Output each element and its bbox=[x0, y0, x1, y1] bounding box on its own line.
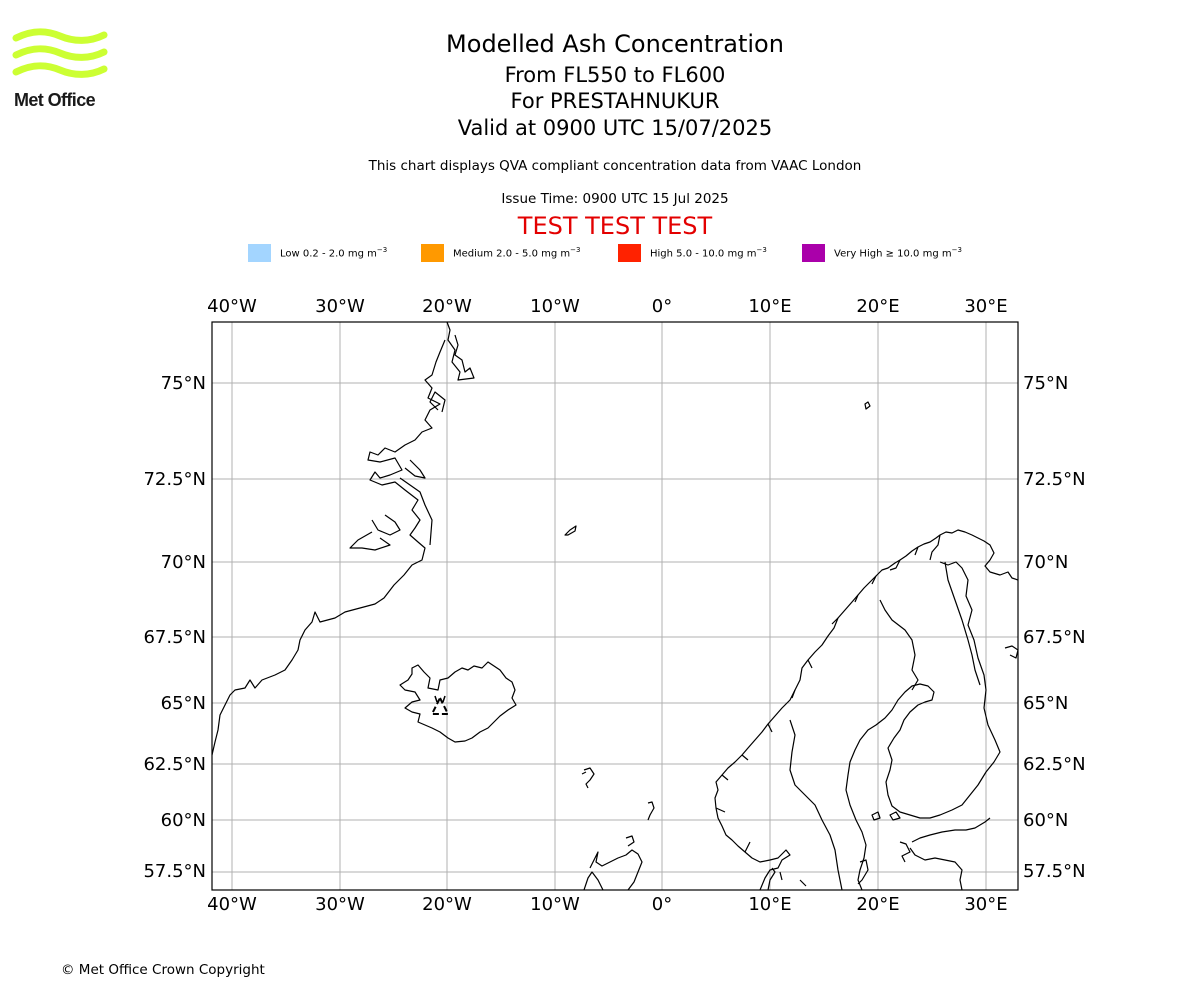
lat-label-right-60n: 60°N bbox=[1023, 810, 1068, 831]
lon-label-bottom-10w: 10°W bbox=[530, 894, 580, 915]
lon-label-top-0: 0° bbox=[652, 296, 672, 317]
legend-exponent: −3 bbox=[570, 246, 581, 255]
legend-label-medium: Medium 2.0 - 5.0 mg m bbox=[453, 248, 571, 260]
lat-label-right-67-5n: 67.5°N bbox=[1023, 627, 1086, 648]
legend-item-high: High 5.0 - 10.0 mg m−3 bbox=[618, 244, 767, 262]
lat-label-left-70n: 70°N bbox=[161, 552, 206, 573]
lon-label-bottom-20w: 20°W bbox=[422, 894, 472, 915]
coastline-aland bbox=[871, 811, 901, 821]
copyright-notice: © Met Office Crown Copyright bbox=[61, 962, 265, 978]
lat-label-left-60n: 60°N bbox=[161, 810, 206, 831]
lat-label-left-75n: 75°N bbox=[161, 373, 206, 394]
coastline-norway-fjords bbox=[715, 534, 941, 853]
met-office-logo: Met Office bbox=[12, 28, 112, 114]
coastline-jan-mayen bbox=[564, 525, 577, 536]
coastline-norway bbox=[714, 529, 1019, 891]
map-frame bbox=[211, 321, 1019, 891]
coastline-gulf-of-bothnia bbox=[845, 561, 1001, 891]
legend-label-high: High 5.0 - 10.0 mg m bbox=[650, 248, 757, 260]
right-latitude-labels: 75°N 72.5°N 70°N 67.5°N 65°N 62.5°N 60°N… bbox=[1023, 373, 1086, 882]
lon-label-top-10w: 10°W bbox=[530, 296, 580, 317]
coastline-denmark bbox=[767, 867, 807, 891]
lat-label-right-57-5n: 57.5°N bbox=[1023, 861, 1086, 882]
legend-swatch-medium bbox=[421, 244, 444, 262]
coastline-scotland bbox=[583, 849, 643, 891]
chart-title: Modelled Ash Concentration bbox=[446, 30, 784, 58]
met-office-logo-waves bbox=[12, 28, 108, 78]
chart-description: This chart displays QVA compliant concen… bbox=[368, 158, 862, 174]
coastline-bear-island bbox=[864, 401, 871, 410]
lat-label-left-62-5n: 62.5°N bbox=[143, 754, 206, 775]
lat-label-left-67-5n: 67.5°N bbox=[143, 627, 206, 648]
lon-label-top-20w: 20°W bbox=[422, 296, 472, 317]
coastline-gotland bbox=[857, 859, 869, 885]
legend-item-very-high: Very High ≥ 10.0 mg m−3 bbox=[802, 244, 962, 262]
coastlines bbox=[211, 321, 1019, 891]
legend-swatch-very-high bbox=[802, 244, 825, 262]
coastline-sweden-norway-border bbox=[789, 599, 919, 891]
volcano-marker-lines bbox=[434, 695, 446, 703]
lon-label-top-10e: 10°E bbox=[748, 296, 791, 317]
legend-swatch-high bbox=[618, 244, 641, 262]
legend-exponent: −3 bbox=[376, 246, 388, 255]
legend-item-low: Low 0.2 - 2.0 mg m−3 bbox=[248, 244, 387, 262]
legend-label-low: Low 0.2 - 2.0 mg m bbox=[280, 248, 377, 260]
lon-label-top-30e: 30°E bbox=[964, 296, 1007, 317]
lat-label-left-72-5n: 72.5°N bbox=[143, 469, 206, 490]
coastline-shetland bbox=[647, 801, 655, 821]
lat-label-left-65n: 65°N bbox=[161, 693, 206, 714]
lon-label-bottom-40w: 40°W bbox=[207, 894, 257, 915]
legend-swatch-low bbox=[248, 244, 271, 262]
lat-label-right-62-5n: 62.5°N bbox=[1023, 754, 1086, 775]
legend-exponent: −3 bbox=[951, 246, 962, 255]
left-latitude-labels: 75°N 72.5°N 70°N 67.5°N 65°N 62.5°N 60°N… bbox=[143, 373, 206, 882]
coastline-russia-edge bbox=[1004, 645, 1019, 659]
coastline-finland-russia-border bbox=[944, 561, 981, 686]
lon-label-top-30w: 30°W bbox=[315, 296, 365, 317]
lon-label-bottom-0: 0° bbox=[652, 894, 672, 915]
met-office-logo-text: Met Office bbox=[14, 90, 96, 110]
valid-time: Valid at 0900 UTC 15/07/2025 bbox=[457, 116, 773, 140]
issue-time: Issue Time: 0900 UTC 15 Jul 2025 bbox=[501, 191, 729, 207]
lon-label-top-40w: 40°W bbox=[207, 296, 257, 317]
lon-label-top-20e: 20°E bbox=[856, 296, 899, 317]
coastline-iceland bbox=[399, 661, 517, 743]
legend-exponent: −3 bbox=[756, 246, 767, 255]
lon-label-bottom-10e: 10°E bbox=[748, 894, 791, 915]
coastline-greenland-fjords bbox=[349, 391, 446, 551]
volcano-marker bbox=[430, 695, 450, 715]
lon-label-bottom-30e: 30°E bbox=[964, 894, 1007, 915]
coastline-greenland bbox=[211, 321, 475, 756]
lat-label-right-70n: 70°N bbox=[1023, 552, 1068, 573]
legend-label-very-high: Very High ≥ 10.0 mg m bbox=[834, 248, 952, 260]
coastline-gulf-of-finland bbox=[899, 817, 991, 891]
lat-label-right-72-5n: 72.5°N bbox=[1023, 469, 1086, 490]
map-gridlines bbox=[212, 322, 1018, 890]
legend-item-medium: Medium 2.0 - 5.0 mg m−3 bbox=[421, 244, 580, 262]
lat-label-left-57-5n: 57.5°N bbox=[143, 861, 206, 882]
lon-label-bottom-30w: 30°W bbox=[315, 894, 365, 915]
lat-label-right-75n: 75°N bbox=[1023, 373, 1068, 394]
coastline-faroe-islands bbox=[581, 767, 595, 789]
coastline-orkney bbox=[625, 835, 635, 847]
bottom-longitude-labels: 40°W 30°W 20°W 10°W 0° 10°E 20°E 30°E bbox=[207, 894, 1007, 915]
lat-label-right-65n: 65°N bbox=[1023, 693, 1068, 714]
top-longitude-labels: 40°W 30°W 20°W 10°W 0° 10°E 20°E 30°E bbox=[207, 296, 1007, 317]
flight-level-range: From FL550 to FL600 bbox=[504, 63, 726, 87]
lon-label-bottom-20e: 20°E bbox=[856, 894, 899, 915]
volcano-name: For PRESTAHNUKUR bbox=[510, 89, 720, 113]
test-banner: TEST TEST TEST bbox=[517, 212, 713, 240]
